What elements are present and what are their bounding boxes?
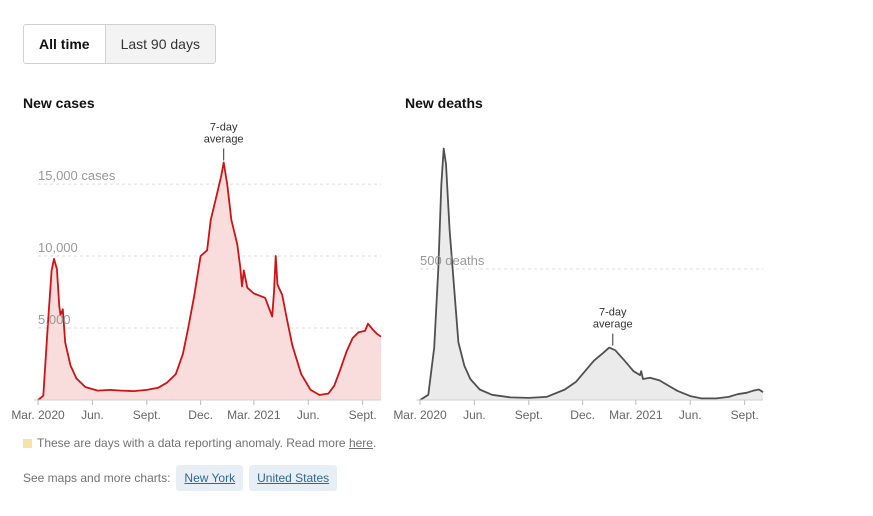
cases-x-tick-label: Sept.: [133, 408, 161, 422]
cases-annotation-text: average: [204, 133, 244, 145]
united-states-link[interactable]: United States: [249, 465, 338, 491]
cases-x-tick-label: Dec.: [188, 408, 213, 422]
cases-y-tick-label: 15,000 cases: [38, 168, 116, 183]
cases-line: [37, 161, 382, 401]
deaths-x-tick-label: Jun.: [679, 408, 702, 422]
cases-x-tick-label: Sept.: [349, 408, 377, 422]
deaths-annotation-text: 7-day: [599, 307, 627, 319]
deaths-x-tick-label: Sept.: [731, 408, 759, 422]
deaths-area: [420, 148, 763, 400]
more-charts-links: See maps and more charts: New York Unite…: [23, 465, 338, 491]
cases-x-tick-label: Jun.: [297, 408, 320, 422]
deaths-y-tick-label: 500 deaths: [420, 253, 485, 268]
cases-y-tick-label: 5,000: [38, 312, 71, 327]
deaths-line: [419, 147, 764, 401]
anomaly-note-link[interactable]: here: [348, 436, 373, 450]
anomaly-note-text: These are days with a data reporting ano…: [37, 436, 346, 450]
anomaly-swatch: [23, 438, 32, 448]
cases-x-tick-label: Mar. 2021: [227, 408, 281, 422]
cases-x-tick-label: Jun.: [81, 408, 104, 422]
deaths-annotation-text: average: [593, 319, 633, 331]
cases-chart-title: New cases: [23, 95, 95, 111]
deaths-x-tick-label: Mar. 2021: [609, 408, 663, 422]
cases-x-tick-label: Mar. 2020: [11, 408, 65, 422]
deaths-x-tick-label: Mar. 2020: [393, 408, 447, 422]
time-range-toggle: All time Last 90 days: [23, 24, 216, 64]
deaths-x-tick-label: Dec.: [570, 408, 595, 422]
anomaly-note-end: .: [372, 436, 377, 450]
deaths-chart-title: New deaths: [405, 95, 483, 111]
new-york-link[interactable]: New York: [176, 465, 244, 491]
cases-area: [38, 162, 381, 400]
more-charts-label: See maps and more charts:: [23, 471, 171, 485]
deaths-x-tick-label: Sept.: [515, 408, 543, 422]
all-time-button[interactable]: All time: [24, 25, 105, 63]
deaths-x-tick-label: Jun.: [463, 408, 486, 422]
anomaly-note: These are days with a data reporting ano…: [23, 436, 376, 450]
last-90-days-button[interactable]: Last 90 days: [104, 25, 215, 63]
cases-y-tick-label: 10,000: [38, 240, 78, 255]
cases-annotation-text: 7-day: [210, 121, 238, 133]
